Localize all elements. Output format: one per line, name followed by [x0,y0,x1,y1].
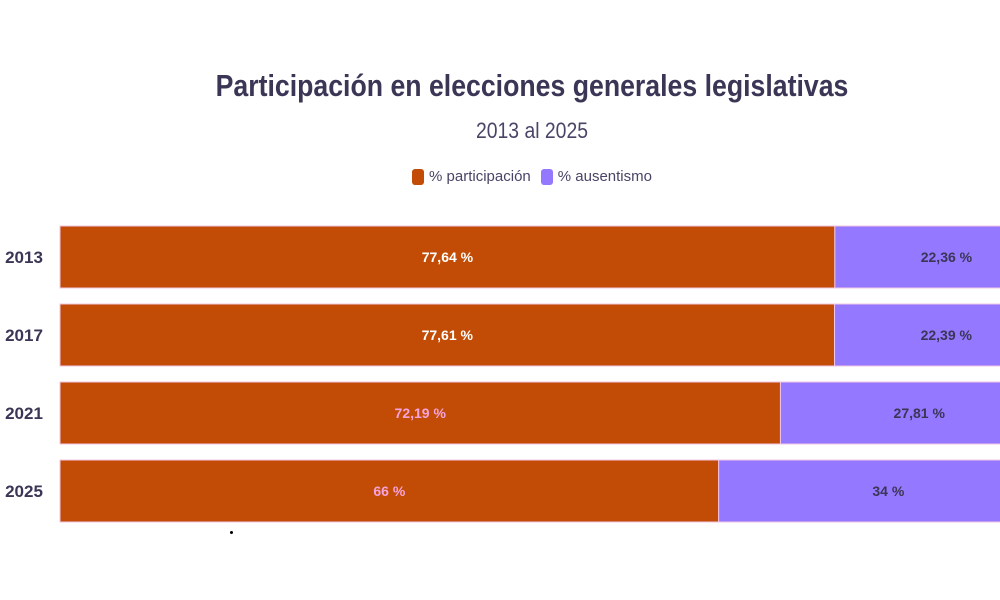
data-label: 22,39 % [921,327,973,343]
bar-participacion-2017[interactable] [59,303,836,367]
legend-item-ausentismo[interactable]: % ausentismo [540,168,652,185]
category-label-2013: 2013 [5,248,43,267]
bar-participacion-2013[interactable] [59,225,836,289]
data-label: 77,61 % [422,327,474,343]
legend: % participación % ausentismo [0,168,1000,185]
legend-item-participacion[interactable]: % participación [412,168,531,185]
data-label: 66 % [373,483,405,499]
data-label: 27,81 % [894,405,946,421]
legend-label: % participación [429,168,531,185]
data-label: 34 % [872,483,904,499]
category-label-2025: 2025 [5,482,43,501]
category-label-2021: 2021 [5,404,43,423]
bar-ausentismo-2017[interactable] [834,303,1000,367]
bar-ausentismo-2025[interactable] [718,459,1000,523]
category-label-2017: 2017 [5,326,43,345]
data-label: 77,64 % [422,249,474,265]
legend-swatch [412,168,425,185]
bar-ausentismo-2013[interactable] [834,225,1000,289]
bar-participacion-2025[interactable] [59,459,720,523]
bar-participacion-2021[interactable] [59,381,781,445]
bar-ausentismo-2021[interactable] [779,381,1000,445]
chart-title: Participación en elecciones generales le… [215,68,849,103]
chart-subtitle: 2013 al 2025 [476,118,588,143]
data-label: 72,19 % [395,405,447,421]
legend-label: % ausentismo [557,168,652,185]
data-label: 22,36 % [921,249,973,265]
stray-dot [230,531,233,534]
legend-swatch [540,168,553,185]
